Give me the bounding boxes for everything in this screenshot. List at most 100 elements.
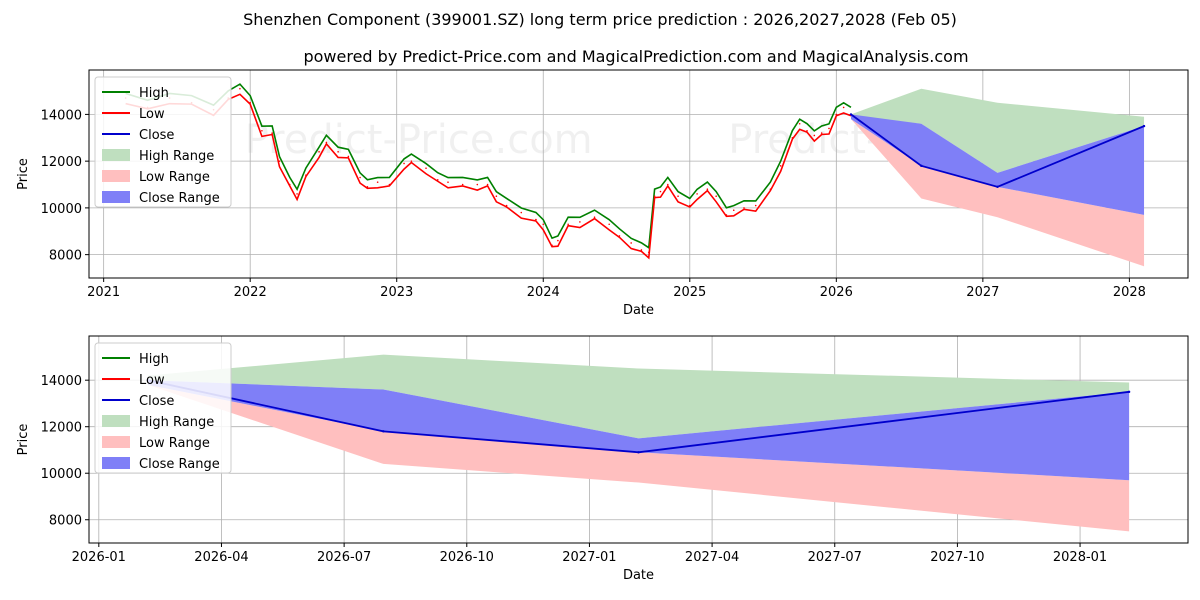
history-point <box>813 134 816 137</box>
forecast-close-point <box>996 185 999 189</box>
x-tick-label: 2023 <box>380 285 413 300</box>
x-tick-label: 2026 <box>820 285 853 300</box>
history-point <box>557 239 559 242</box>
history-point <box>806 129 808 132</box>
y-tick-label: 14000 <box>41 108 82 123</box>
history-point <box>791 136 794 139</box>
legend-label-high: High <box>139 352 169 367</box>
history-point <box>520 211 523 214</box>
history-high-line <box>125 83 852 250</box>
history-point <box>618 235 621 237</box>
history-point <box>706 188 709 190</box>
legend-swatch-low-range <box>102 436 130 448</box>
history-point <box>261 129 263 132</box>
history-point <box>271 132 273 134</box>
history-point <box>835 113 838 116</box>
y-tick-label: 10000 <box>41 467 82 482</box>
history-point <box>715 195 717 198</box>
legend-swatch-high-range <box>102 149 130 161</box>
history-point <box>653 195 656 198</box>
history-point <box>725 214 728 216</box>
history-point <box>769 188 772 190</box>
x-tick-label: 2027-04 <box>685 550 739 565</box>
history-point <box>495 195 498 198</box>
y-tick-label: 14000 <box>41 374 82 389</box>
history-point <box>542 223 545 226</box>
history-point <box>743 207 745 209</box>
history-point <box>447 181 449 183</box>
history-point <box>567 223 569 226</box>
history-point <box>376 181 379 183</box>
history-point <box>425 167 427 169</box>
history-point <box>535 218 537 221</box>
forecast-close-point <box>382 430 385 433</box>
forecast-close-point <box>920 164 923 168</box>
legend-swatch-close-range <box>102 457 130 469</box>
history-point <box>337 150 339 153</box>
history-point <box>647 251 650 254</box>
x-tick-label: 2027 <box>966 285 999 300</box>
close-range-band <box>147 380 1130 481</box>
chart-subtitle: powered by Predict-Price.com and Magical… <box>303 47 968 66</box>
history-point <box>410 160 413 162</box>
x-tick-label: 2021 <box>87 285 120 300</box>
legend-label-high: High <box>139 86 169 101</box>
history-point <box>476 183 479 186</box>
history-point <box>359 176 361 179</box>
history-point <box>388 183 391 186</box>
history-point <box>505 204 508 207</box>
legend-label-high-range: High Range <box>139 415 214 430</box>
history-point <box>828 127 830 130</box>
history-point <box>249 101 251 104</box>
history-point <box>677 195 679 198</box>
history-point <box>754 204 757 207</box>
legend-label-high-range: High Range <box>139 149 214 164</box>
axes-frame <box>88 335 1189 544</box>
forecast-close-line <box>850 113 1145 188</box>
legend-label-low-range: Low Range <box>139 170 210 185</box>
forecast-close-point <box>1142 124 1146 128</box>
history-point <box>696 193 698 195</box>
history-point <box>436 179 439 181</box>
history-point <box>667 183 669 186</box>
history-point <box>798 122 801 125</box>
forecast-close-point <box>849 113 853 116</box>
history-point <box>593 216 596 219</box>
close-range-band <box>850 114 1145 215</box>
history-point <box>486 183 489 186</box>
forecast-close-line <box>147 379 1130 454</box>
x-tick-label: 2027-01 <box>562 550 616 565</box>
history-point <box>347 155 350 158</box>
legend-label-close-range: Close Range <box>139 457 220 472</box>
x-tick-label: 2026-10 <box>440 550 494 565</box>
y-tick-label: 8000 <box>49 514 82 529</box>
history-point <box>366 186 369 188</box>
top-chart-panel: Predict-Price.comPredict-Price.com202120… <box>16 69 1189 318</box>
x-tick-label: 2028 <box>1113 285 1146 300</box>
x-tick-label: 2026-01 <box>72 550 126 565</box>
history-point <box>842 106 845 109</box>
bottom-chart-panel: Predict-Price.comPredict-Price.com2026-0… <box>16 335 1189 583</box>
x-tick-label: 2027-07 <box>808 550 862 565</box>
legend-label-low: Low <box>139 107 165 122</box>
history-point <box>732 209 735 212</box>
history-point <box>779 165 782 167</box>
x-tick-label: 2027-10 <box>930 550 984 565</box>
legend-swatch-high-range <box>102 415 130 427</box>
legend-label-close: Close <box>139 394 174 409</box>
axes-frame <box>88 69 1189 279</box>
x-tick-label: 2022 <box>234 285 267 300</box>
y-tick-label: 12000 <box>41 421 82 436</box>
high-range-band <box>147 354 1130 439</box>
plot-area <box>146 354 1131 532</box>
history-point <box>820 132 823 134</box>
y-tick-label: 12000 <box>41 155 82 170</box>
watermark-text: Predict-Price.com <box>245 117 593 163</box>
history-point <box>659 190 662 193</box>
history-point <box>325 141 328 144</box>
x-tick-label: 2025 <box>673 285 706 300</box>
legend-label-low-range: Low Range <box>139 436 210 451</box>
history-point <box>403 162 405 165</box>
